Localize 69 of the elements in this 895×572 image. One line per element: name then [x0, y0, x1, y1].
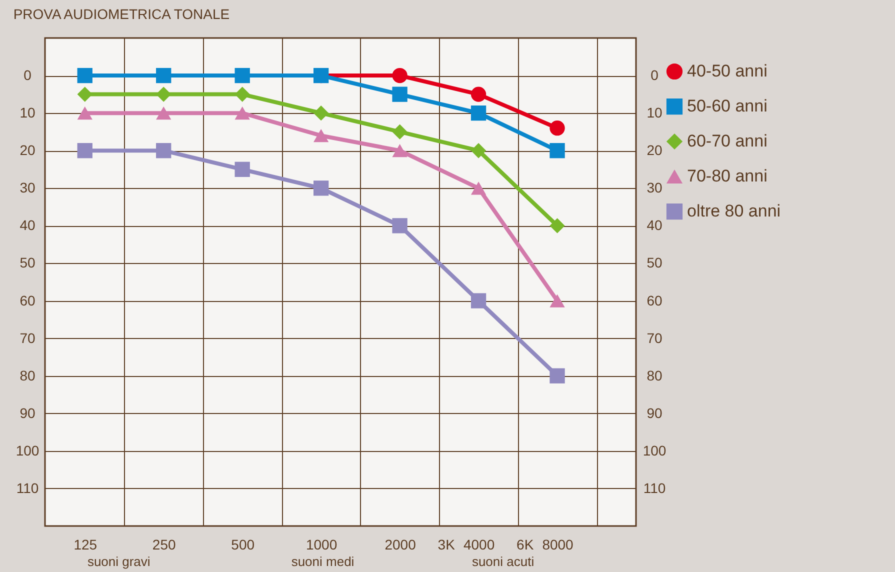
- point: [470, 105, 486, 121]
- x-tick-label: 6K: [516, 536, 534, 552]
- point: [77, 86, 92, 102]
- y-tick-label: 0: [24, 67, 32, 84]
- y-tick-label: 110: [16, 480, 39, 496]
- y-tick-label: 100: [16, 442, 40, 458]
- text: suoni acuti: [472, 554, 534, 569]
- point: [77, 143, 92, 158]
- x-tick-label: 4000: [463, 536, 495, 552]
- point: [156, 106, 172, 120]
- y2-tick-label: 40: [646, 217, 662, 234]
- y-tick-label: 40: [20, 217, 36, 234]
- point: [392, 144, 408, 158]
- point: [234, 86, 250, 102]
- y-tick-label: 60: [20, 292, 36, 308]
- x-tick-label: 1000: [306, 536, 338, 552]
- point: [550, 294, 565, 308]
- text: suoni gravi: [87, 554, 150, 569]
- point: [470, 143, 486, 158]
- point: [470, 293, 486, 308]
- point: [392, 86, 408, 102]
- y-tick-label: 70: [20, 330, 36, 346]
- point: [392, 218, 408, 234]
- x-tick-label: 250: [152, 536, 176, 552]
- point: [550, 368, 565, 384]
- point: [234, 162, 250, 177]
- y-tick-label: 50: [20, 254, 36, 271]
- x-tick-label: 8000: [542, 536, 574, 552]
- y-tick-label: 30: [20, 180, 36, 196]
- x-tick-label: 500: [231, 536, 255, 552]
- point: [470, 182, 486, 195]
- y2-tick-label: 100: [642, 442, 666, 458]
- y-tick-label: 80: [20, 367, 36, 384]
- legend-label: 50-60 anni: [687, 96, 768, 116]
- y2-tick-label: 50: [646, 254, 662, 271]
- x-tick-label: 3K: [438, 536, 456, 552]
- point: [313, 180, 329, 196]
- legend-label: 60-70 anni: [687, 132, 768, 150]
- point: [392, 124, 408, 140]
- y2-tick-label: 20: [646, 142, 662, 158]
- y-tick-label: 20: [20, 142, 36, 158]
- point: [550, 218, 565, 234]
- y-tick-label: 10: [20, 104, 36, 121]
- point: [234, 106, 250, 120]
- point: [156, 86, 172, 102]
- y2-tick-label: 110: [643, 480, 666, 496]
- y2-tick-label: 0: [650, 67, 659, 84]
- point: [234, 68, 250, 84]
- point: [550, 143, 565, 158]
- y2-tick-label: 30: [646, 180, 662, 196]
- point: [313, 105, 329, 121]
- y2-tick-label: 80: [646, 367, 662, 384]
- point: [77, 68, 92, 84]
- y2-tick-label: 90: [646, 404, 662, 421]
- text: suoni medi: [291, 554, 354, 569]
- point: [156, 68, 172, 84]
- legend-label: oltre 80 anni: [687, 202, 781, 220]
- y2-tick-label: 70: [646, 330, 662, 346]
- legend-label: 70-80 anni: [687, 166, 768, 186]
- chart-title: PROVA AUDIOMETRICA TONALE: [13, 6, 230, 22]
- point: [77, 106, 92, 120]
- y-tick-label: 90: [20, 404, 36, 421]
- x-tick-label: 125: [74, 536, 98, 552]
- point: [156, 143, 172, 158]
- x-tick-label: 2000: [384, 536, 416, 552]
- y2-tick-label: 10: [646, 104, 662, 121]
- y2-tick-label: 60: [646, 292, 662, 308]
- point: [313, 129, 329, 142]
- legend-label: 40-50 anni: [687, 62, 768, 80]
